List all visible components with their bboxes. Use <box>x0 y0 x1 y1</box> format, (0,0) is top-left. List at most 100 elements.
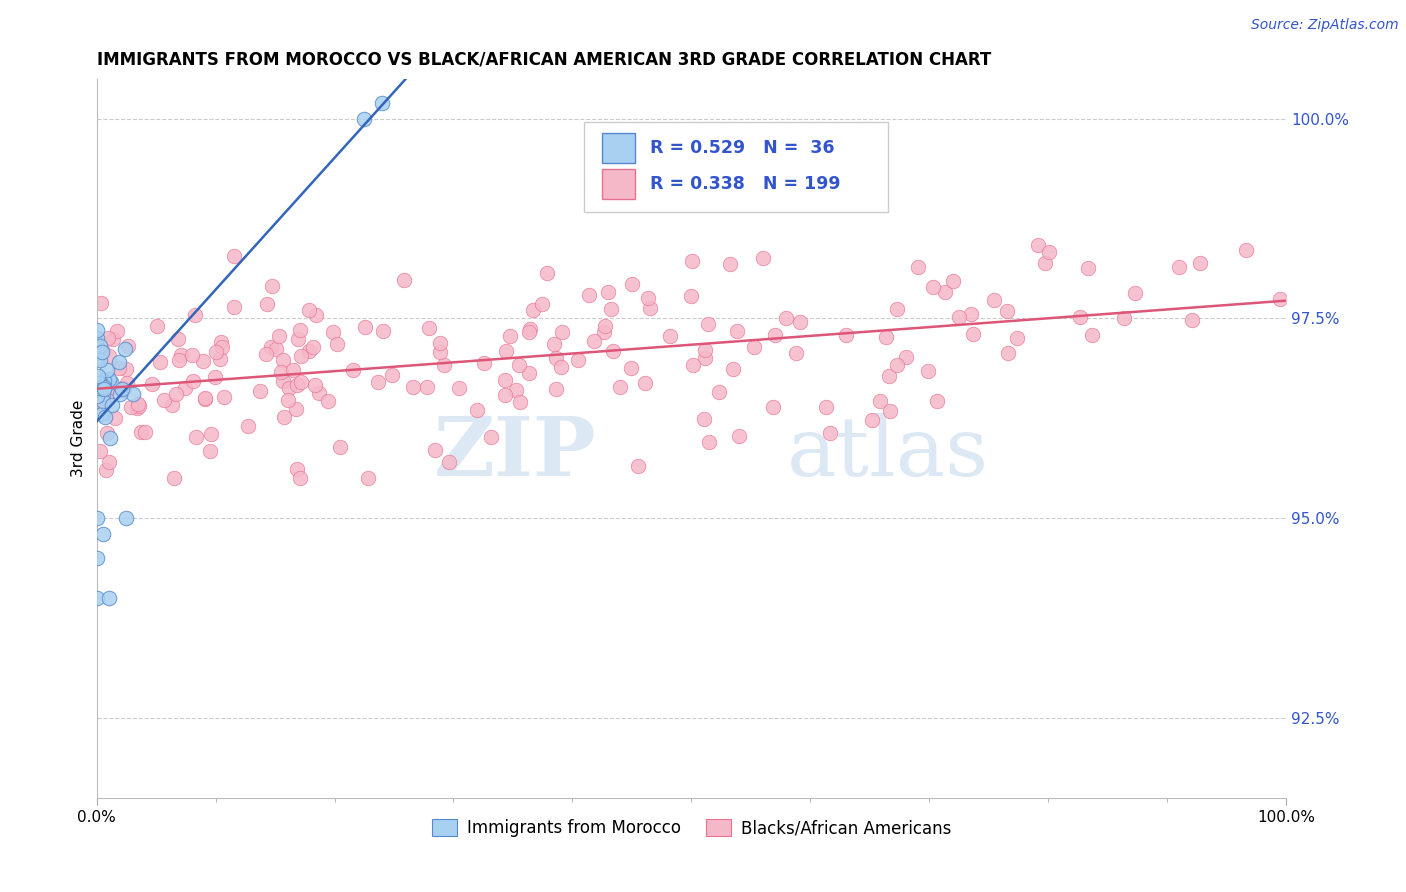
Point <box>111 382 134 396</box>
Point <box>879 403 901 417</box>
Point <box>105 325 128 339</box>
Point <box>254 347 277 361</box>
Point <box>91 393 114 408</box>
Point <box>170 348 193 362</box>
Point <box>290 375 312 389</box>
Point <box>115 376 138 390</box>
Point <box>536 266 558 280</box>
Point <box>508 358 530 372</box>
Point <box>267 329 290 343</box>
Point <box>90 296 112 310</box>
Point <box>153 392 176 407</box>
Point <box>371 324 394 338</box>
Point <box>530 297 553 311</box>
Y-axis label: 3rd Grade: 3rd Grade <box>72 400 86 477</box>
Point <box>499 329 522 343</box>
Point <box>134 425 156 439</box>
Point <box>381 368 404 382</box>
Point <box>546 351 568 365</box>
Point <box>634 376 657 391</box>
Point <box>437 455 460 469</box>
Point <box>290 323 312 337</box>
Point <box>308 386 330 401</box>
Point <box>962 327 984 342</box>
Point <box>763 327 786 342</box>
Point <box>101 332 124 346</box>
Point <box>160 398 183 412</box>
Point <box>97 331 120 345</box>
Point <box>600 301 623 316</box>
Point <box>814 400 837 414</box>
Point <box>620 361 643 376</box>
Point <box>402 380 425 394</box>
Point <box>91 345 114 359</box>
Point <box>127 397 149 411</box>
Point <box>104 410 127 425</box>
Point <box>114 343 136 357</box>
Bar <box>602 133 636 163</box>
Point <box>93 382 115 396</box>
Point <box>316 394 339 409</box>
Point <box>1081 327 1104 342</box>
Point <box>752 252 775 266</box>
Point <box>543 337 565 351</box>
Point <box>273 374 295 388</box>
Point <box>433 358 456 372</box>
Point <box>1112 311 1135 326</box>
Point <box>592 325 614 339</box>
Point <box>97 591 120 606</box>
Point <box>98 349 121 363</box>
Point <box>550 360 572 375</box>
Point <box>682 359 704 373</box>
Point <box>371 95 394 110</box>
Point <box>198 443 221 458</box>
Point <box>354 319 377 334</box>
Point <box>997 345 1019 359</box>
Point <box>222 249 245 263</box>
Point <box>290 349 312 363</box>
Point <box>602 343 624 358</box>
Point <box>479 430 502 444</box>
Point <box>115 362 138 376</box>
Point <box>621 277 644 292</box>
Point <box>277 381 299 395</box>
Point <box>96 392 118 406</box>
Point <box>1125 286 1147 301</box>
Point <box>249 384 271 399</box>
Point <box>209 334 232 349</box>
Point <box>238 418 260 433</box>
Point <box>886 358 908 372</box>
Point <box>1005 331 1028 345</box>
Point <box>725 324 748 338</box>
Point <box>91 387 114 401</box>
Point <box>342 363 364 377</box>
Point <box>284 402 307 417</box>
Point <box>818 425 841 440</box>
Point <box>860 413 883 427</box>
Point <box>418 320 440 334</box>
Point <box>108 360 131 375</box>
Point <box>141 376 163 391</box>
Point <box>637 292 659 306</box>
Point <box>1268 292 1291 306</box>
Point <box>90 377 112 392</box>
Point <box>285 377 308 392</box>
Point <box>517 325 540 339</box>
Point <box>86 333 108 347</box>
Point <box>869 393 891 408</box>
Text: R = 0.338   N = 199: R = 0.338 N = 199 <box>650 176 841 194</box>
Point <box>204 369 226 384</box>
Point <box>392 273 415 287</box>
Point <box>108 387 131 401</box>
Legend: Immigrants from Morocco, Blacks/African Americans: Immigrants from Morocco, Blacks/African … <box>425 813 957 844</box>
Point <box>583 334 606 348</box>
Point <box>260 341 283 355</box>
Point <box>728 429 751 443</box>
Point <box>416 380 439 394</box>
Point <box>120 400 142 414</box>
Point <box>934 285 956 299</box>
Point <box>112 383 135 397</box>
Point <box>298 344 321 359</box>
Point <box>875 330 897 344</box>
Point <box>86 511 108 525</box>
